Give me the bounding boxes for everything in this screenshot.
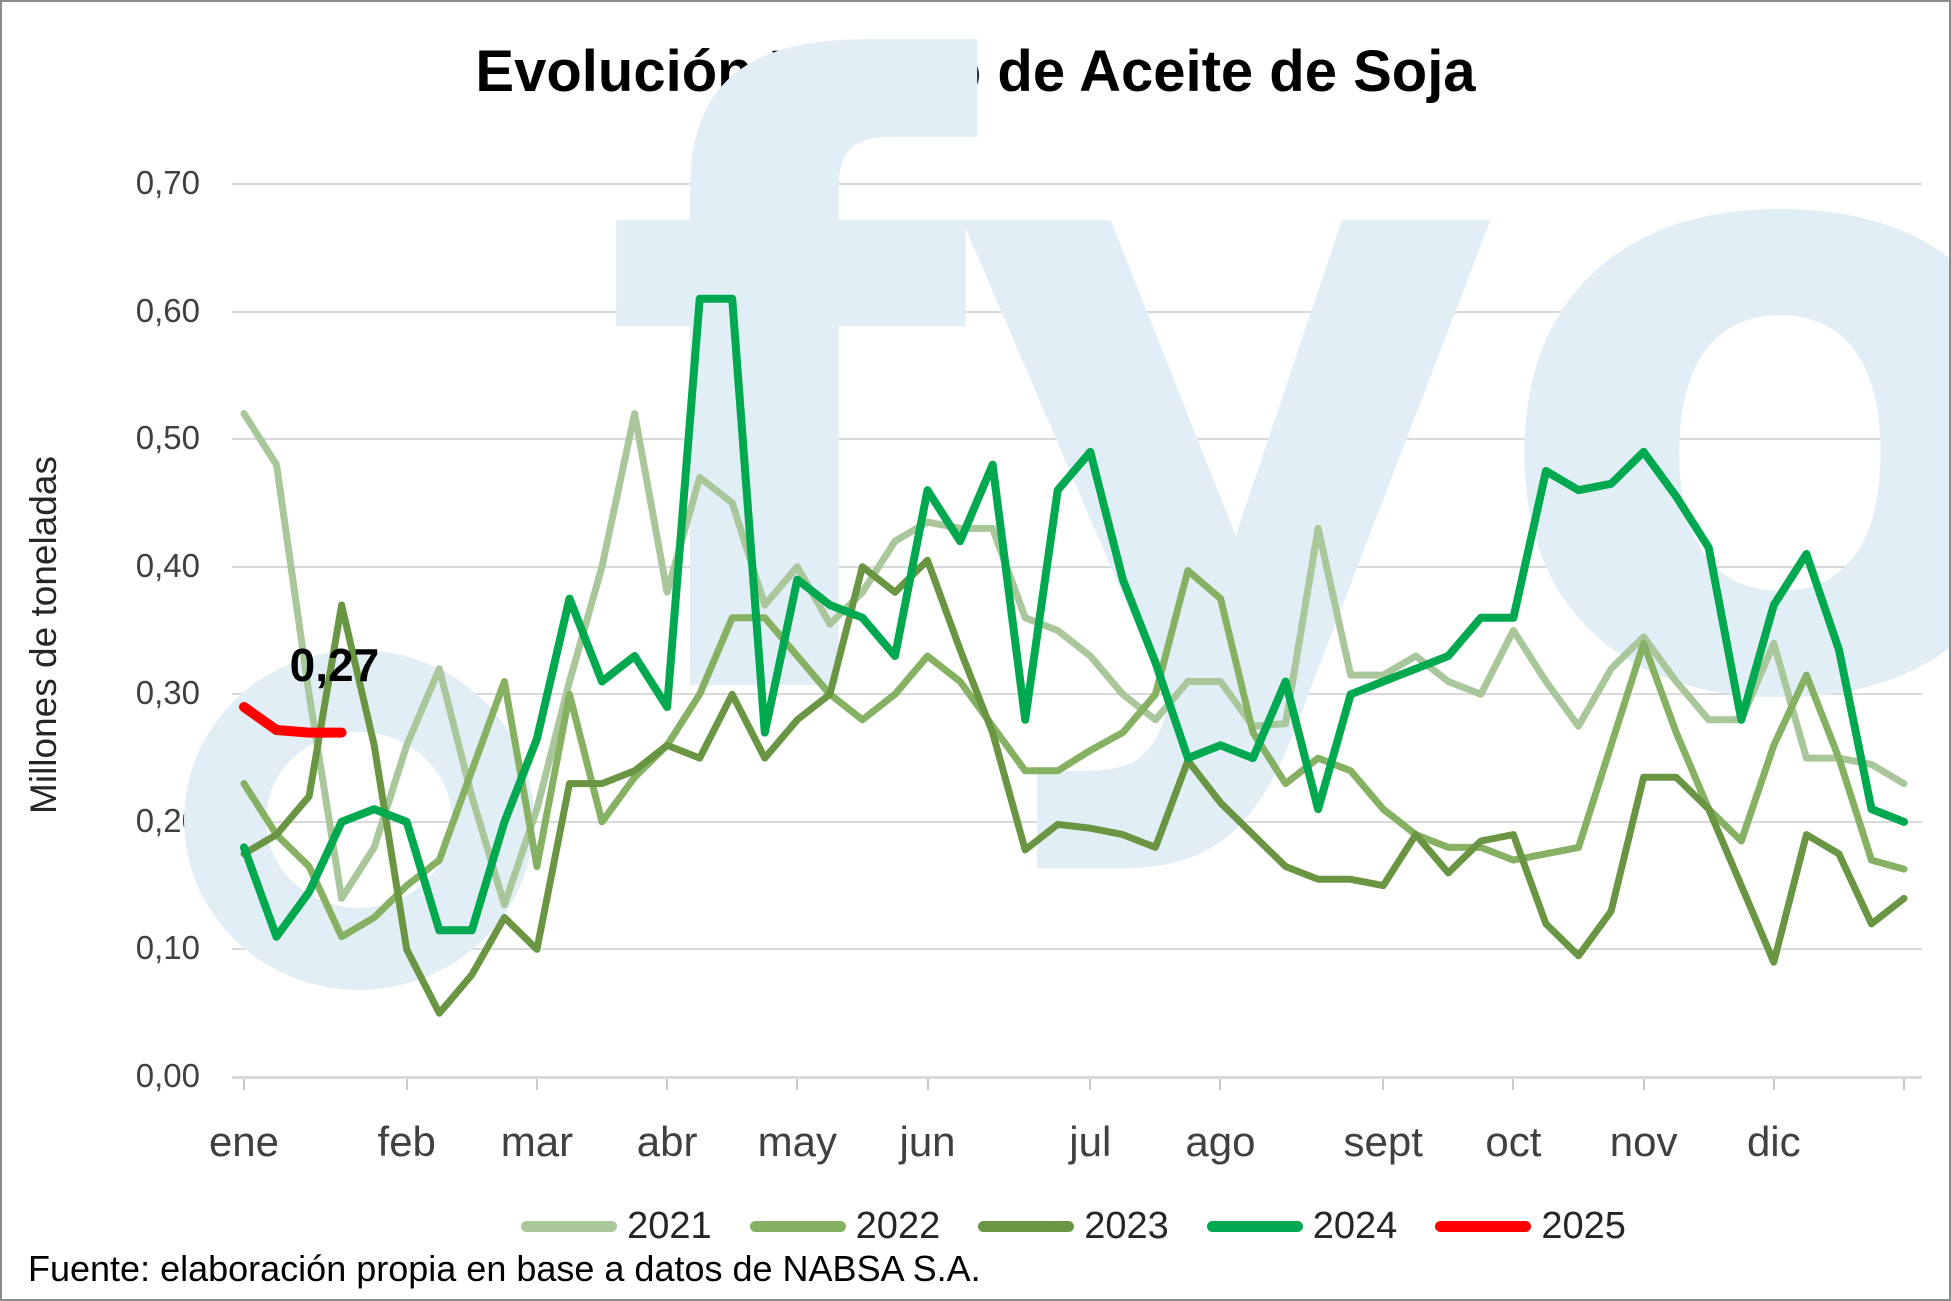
legend-label-2025: 2025 [1541,1205,1626,1247]
gridline [232,310,1922,313]
y-tick-label: 0,00 [135,1057,200,1094]
month-label-oct: oct [1485,1118,1542,1165]
legend-swatch-2025 [1435,1221,1532,1232]
gridline [232,565,1922,568]
x-axis-tick [926,1079,929,1090]
month-label-sept: sept [1343,1118,1423,1165]
x-axis-tick [1382,1079,1385,1090]
y-tick-label: 0,60 [135,291,200,329]
legend-swatch-2023 [978,1221,1075,1232]
x-axis-tick [1772,1079,1775,1090]
x-axis-line [232,1077,1922,1079]
legend-item-2021: 2021 [521,1205,712,1248]
legend-swatch-2022 [749,1221,846,1232]
legend-item-2023: 2023 [978,1205,1169,1248]
month-label-may: may [757,1118,837,1165]
month-label-abr: abr [636,1118,698,1165]
data-label-2025: 0,27 [289,638,380,691]
legend-swatch-2021 [521,1221,618,1232]
x-axis-tick [796,1079,799,1090]
x-axis-tick [1642,1079,1645,1090]
chart-legend: 2021 2022 2023 2024 2025 [100,1205,1949,1248]
y-tick-label: 0,40 [135,546,200,584]
chart-title: Evolución Line Up de Aceite de Soja [475,39,1476,104]
x-axis-tick [1089,1079,1092,1090]
y-tick-label: 0,30 [135,674,200,712]
legend-label-2022: 2022 [855,1205,941,1247]
x-axis-tick [535,1079,538,1090]
x-axis-tick [666,1079,669,1090]
month-label-ago: ago [1185,1118,1256,1165]
month-label-jul: jul [1069,1118,1112,1165]
legend-item-2025: 2025 [1435,1205,1626,1248]
gridline [232,438,1922,441]
y-tick-label: 0,50 [135,419,200,457]
legend-label-2024: 2024 [1312,1205,1398,1247]
month-label-dic: dic [1746,1118,1801,1165]
series-line-2025 [239,702,347,738]
legend-swatch-2024 [1206,1221,1303,1232]
y-tick-label: 0,70 [135,164,200,201]
legend-item-2024: 2024 [1206,1205,1398,1248]
month-label-feb: feb [377,1118,436,1165]
legend-item-2022: 2022 [749,1205,941,1248]
series-line-2022 [240,567,1908,941]
gridline [232,948,1922,951]
series-line-2021 [240,410,1908,909]
series-line-2024 [240,294,1908,941]
legend-label-2023: 2023 [1084,1205,1169,1247]
month-label-nov: nov [1609,1118,1678,1165]
gridline [232,693,1922,696]
month-label-ene: ene [208,1118,280,1165]
series-line-2023 [240,556,1908,1017]
y-tick-label: 0,10 [135,929,200,967]
month-label-jun: jun [899,1118,956,1165]
x-axis-tick [405,1079,408,1090]
gridline [232,820,1922,823]
month-label-mar: mar [500,1118,574,1165]
legend-label-2021: 2021 [627,1205,712,1247]
x-axis-tick [1219,1079,1222,1090]
x-axis-tick [1903,1079,1905,1090]
x-axis-tick [243,1079,245,1090]
source-note: Fuente: elaboración propia en base a dat… [28,1248,981,1289]
fyo-watermark-text: fyo [600,0,1951,886]
gridline [232,183,1922,185]
x-axis-tick [1512,1079,1515,1090]
